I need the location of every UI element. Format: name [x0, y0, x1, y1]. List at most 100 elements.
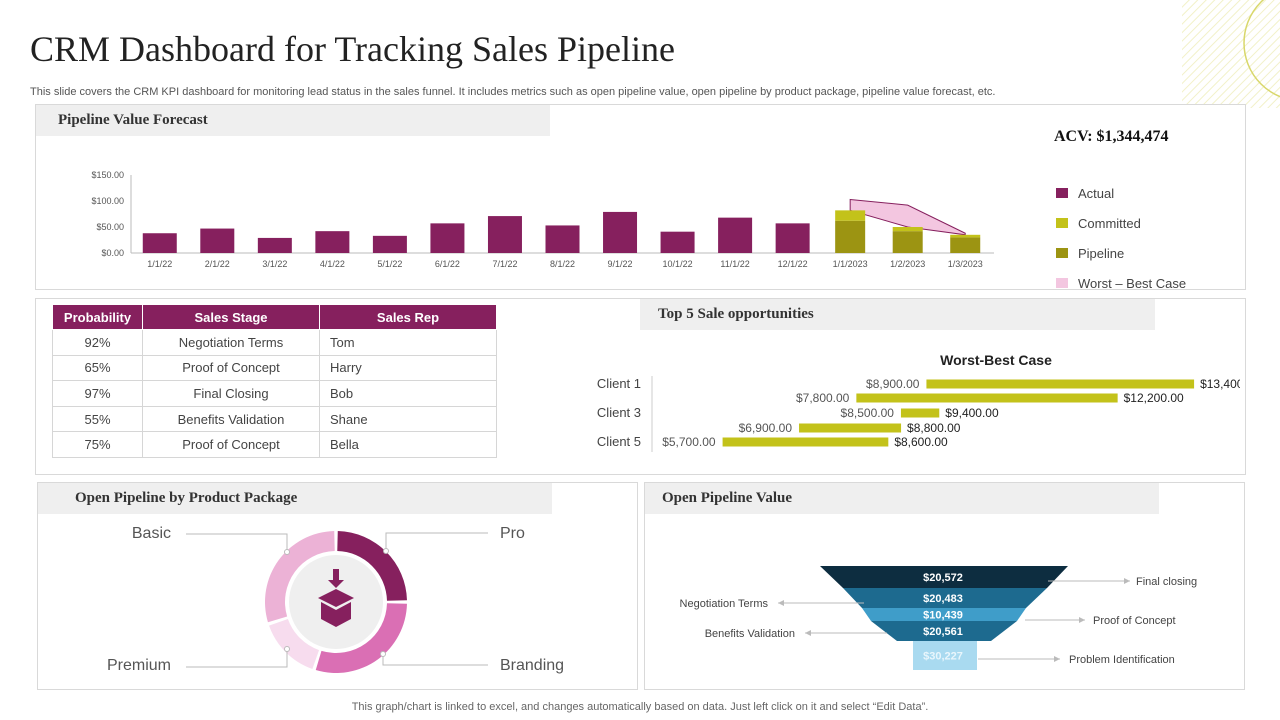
- x-tick-label: 1/1/2023: [833, 259, 868, 269]
- cell-probability: 97%: [52, 380, 143, 407]
- x-tick-label: 4/1/22: [320, 259, 345, 269]
- high-value-label: $13,400.00: [1200, 377, 1240, 391]
- leader-dot: [284, 549, 290, 555]
- bar-pipeline: [835, 220, 866, 253]
- cell-sales-stage: Negotiation Terms: [142, 329, 320, 356]
- forecast-heading: Pipeline Value Forecast: [36, 105, 550, 136]
- legend-swatch-actual: [1056, 188, 1068, 198]
- page-subtitle: This slide covers the CRM KPI dashboard …: [30, 86, 996, 98]
- bar-committed: [950, 234, 981, 238]
- funnel-value-label: $30,227: [923, 651, 963, 663]
- bar-committed: [835, 210, 866, 221]
- arrow-head-icon: [1124, 578, 1130, 584]
- funnel-value-label: $20,483: [923, 593, 963, 605]
- leader-line: [385, 532, 488, 551]
- table-row: 75% Proof of Concept Bella: [52, 431, 497, 458]
- legend-swatch-committed: [1056, 218, 1068, 228]
- segment-label: Pro: [500, 525, 525, 542]
- range-bar: [722, 437, 889, 447]
- stage-label: Proof of Concept: [1093, 615, 1176, 627]
- bar-actual: [200, 228, 235, 253]
- x-tick-label: 3/1/22: [262, 259, 287, 269]
- forecast-legend: Actual Committed Pipeline Worst – Best C…: [1056, 178, 1186, 298]
- x-tick-label: 2/1/22: [205, 259, 230, 269]
- cell-probability: 75%: [52, 431, 143, 458]
- stage-label: Problem Identification: [1069, 654, 1175, 666]
- cell-sales-stage: Benefits Validation: [142, 405, 320, 433]
- funnel-stage: [871, 621, 1017, 641]
- legend-item-worst-best: Worst – Best Case: [1056, 268, 1186, 298]
- donut-slice: [269, 618, 320, 669]
- table-row: 92% Negotiation Terms Tom: [52, 329, 497, 356]
- bar-actual: [372, 235, 407, 253]
- range-bar: [926, 379, 1195, 389]
- donut-slice: [337, 531, 407, 601]
- bar-actual: [257, 237, 292, 253]
- bar-actual: [142, 233, 177, 253]
- pipeline-value-heading: Open Pipeline Value: [645, 483, 1159, 514]
- table-row: 97% Final Closing Bob: [52, 380, 497, 407]
- category-label: Client 1: [597, 376, 641, 391]
- cell-sales-stage: Proof of Concept: [142, 354, 320, 382]
- x-tick-label: 9/1/22: [608, 259, 633, 269]
- bar-committed: [892, 227, 923, 232]
- x-tick-label: 10/1/22: [663, 259, 693, 269]
- range-bar: [799, 423, 902, 433]
- low-value-label: $8,500.00: [841, 406, 895, 420]
- package-donut-chart: Pro Branding Premium Basic: [107, 525, 564, 674]
- legend-label-actual: Actual: [1078, 185, 1115, 201]
- leader-dot: [383, 548, 389, 554]
- bar-actual: [718, 217, 753, 253]
- column-header-probability: Probability: [52, 304, 143, 330]
- funnel-value-label: $20,561: [923, 626, 963, 638]
- x-tick-label: 1/3/2023: [948, 259, 983, 269]
- footer-note: This graph/chart is linked to excel, and…: [351, 701, 929, 713]
- bar-pipeline: [950, 237, 981, 253]
- package-heading: Open Pipeline by Product Package: [38, 483, 552, 514]
- cell-probability: 55%: [52, 405, 143, 433]
- y-tick-label: $50.00: [96, 222, 124, 232]
- leader-line: [186, 649, 288, 668]
- leader-dot: [284, 646, 290, 652]
- segment-label: Basic: [132, 525, 171, 542]
- y-tick-label: $0.00: [101, 248, 124, 258]
- category-label: Client 3: [597, 405, 641, 420]
- x-tick-label: 7/1/22: [492, 259, 517, 269]
- forecast-chart: $0.00 $50.00 $100.00 $150.00 1/1/22 2/1/22 3/1…: [91, 170, 994, 269]
- segment-label: Branding: [500, 657, 564, 674]
- low-value-label: $6,900.00: [739, 421, 793, 435]
- box-download-icon: [318, 569, 354, 627]
- legend-swatch-worst-best: [1056, 278, 1068, 288]
- funnel-stage: [913, 641, 977, 670]
- funnel-stage: [862, 608, 1026, 621]
- bar-actual: [430, 223, 465, 253]
- stage-label: Final closing: [1136, 576, 1197, 588]
- legend-item-actual: Actual: [1056, 178, 1186, 208]
- x-tick-label: 8/1/22: [550, 259, 575, 269]
- legend-swatch-pipeline: [1056, 248, 1068, 258]
- x-tick-label: 5/1/22: [377, 259, 402, 269]
- funnel-stage: [820, 566, 1068, 588]
- high-value-label: $9,400.00: [945, 406, 999, 420]
- legend-item-committed: Committed: [1056, 208, 1186, 238]
- legend-label-pipeline: Pipeline: [1078, 245, 1125, 261]
- table-row: 65% Proof of Concept Harry: [52, 354, 497, 382]
- x-tick-label: 1/2/2023: [890, 259, 925, 269]
- low-value-label: $7,800.00: [796, 391, 850, 405]
- high-value-label: $8,600.00: [894, 435, 948, 449]
- donut-slice: [265, 531, 335, 623]
- acv-value: ACV: $1,344,474: [1054, 128, 1169, 145]
- arrow-head-icon: [805, 630, 811, 636]
- cell-sales-rep: Tom: [319, 329, 497, 356]
- funnel-value-label: $20,572: [923, 572, 963, 584]
- deals-table: Probability Sales Stage Sales Rep 92% Ne…: [52, 304, 497, 458]
- stage-label: Benefits Validation: [705, 628, 795, 640]
- bar-actual: [775, 223, 810, 253]
- range-bar: [900, 408, 940, 418]
- bar-pipeline: [892, 231, 923, 253]
- x-tick-label: 6/1/22: [435, 259, 460, 269]
- x-tick-label: 1/1/22: [147, 259, 172, 269]
- stage-label: Negotiation Terms: [680, 598, 769, 610]
- donut-slice: [315, 603, 407, 673]
- cell-probability: 65%: [52, 354, 143, 382]
